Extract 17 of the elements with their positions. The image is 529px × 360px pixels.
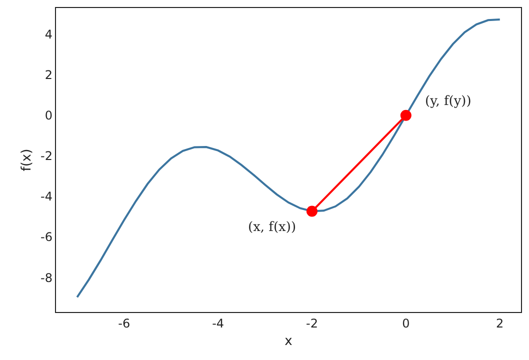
line-series bbox=[76, 18, 501, 298]
annotation: (x, f(x)) bbox=[248, 220, 296, 235]
x-tick-label: 2 bbox=[496, 316, 504, 330]
annotation: (y, f(y)) bbox=[425, 94, 472, 109]
x-tick-label: -2 bbox=[306, 316, 318, 330]
y-tick-label: -4 bbox=[40, 190, 52, 204]
x-tick-label: 0 bbox=[402, 316, 410, 330]
y-tick-label: 2 bbox=[44, 68, 52, 82]
y-axis-title: f(x) bbox=[19, 148, 34, 172]
y-tick-label: -2 bbox=[40, 149, 52, 164]
y-tick-label: -8 bbox=[40, 270, 52, 285]
y-tick-label: 4 bbox=[44, 28, 52, 42]
y-tick-label: 0 bbox=[44, 108, 52, 123]
x-tick-label: -6 bbox=[118, 316, 130, 330]
y-tick-label: -6 bbox=[40, 230, 52, 244]
x-axis-title: x bbox=[284, 334, 293, 350]
x-tick-label: -4 bbox=[212, 316, 224, 330]
